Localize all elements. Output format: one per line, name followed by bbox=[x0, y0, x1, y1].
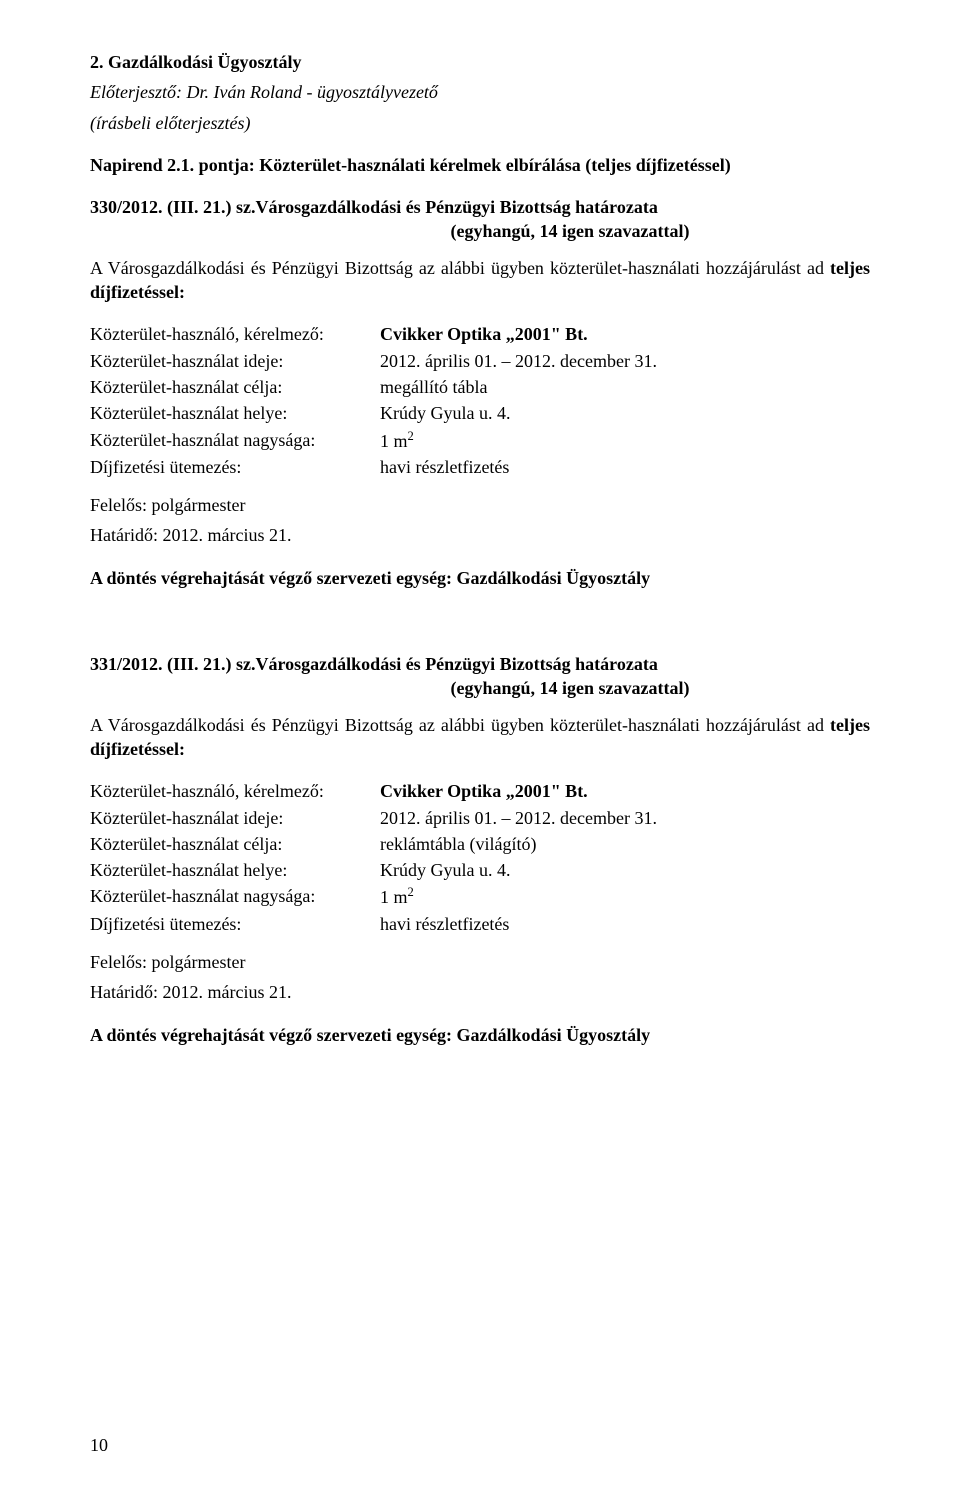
detail-label: Közterület-használat nagysága: bbox=[90, 428, 380, 453]
detail-label: Közterület-használat ideje: bbox=[90, 349, 380, 373]
detail-value: reklámtábla (világító) bbox=[380, 832, 870, 856]
presenter-line: Előterjesztő: Dr. Iván Roland - ügyosztá… bbox=[90, 80, 870, 104]
agenda-item: Napirend 2.1. pontja: Közterület-használ… bbox=[90, 153, 870, 177]
detail-row: Közterület-használat ideje: 2012. áprili… bbox=[90, 806, 870, 830]
detail-label: Közterület-használat nagysága: bbox=[90, 884, 380, 909]
detail-value: 2012. április 01. – 2012. december 31. bbox=[380, 349, 870, 373]
detail-label: Közterület-használat ideje: bbox=[90, 806, 380, 830]
detail-value: Cvikker Optika „2001" Bt. bbox=[380, 779, 870, 803]
resolution-heading: 331/2012. (III. 21.) sz. Városgazdálkodá… bbox=[90, 652, 870, 676]
details-block: Közterület-használó, kérelmező: Cvikker … bbox=[90, 779, 870, 936]
resolution-number: 331/2012. (III. 21.) sz. bbox=[90, 652, 256, 676]
detail-label: Díjfizetési ütemezés: bbox=[90, 455, 380, 479]
detail-row: Közterület-használat ideje: 2012. áprili… bbox=[90, 349, 870, 373]
resolution-lead: A Városgazdálkodási és Pénzügyi Bizottsá… bbox=[90, 256, 870, 305]
detail-row: Közterület-használat célja: megállító tá… bbox=[90, 375, 870, 399]
detail-label: Közterület-használat célja: bbox=[90, 375, 380, 399]
vote-result: (egyhangú, 14 igen szavazattal) bbox=[270, 676, 870, 700]
written-note: (írásbeli előterjesztés) bbox=[90, 111, 870, 135]
detail-row: Közterület-használat helye: Krúdy Gyula … bbox=[90, 858, 870, 882]
execution-unit: A döntés végrehajtását végző szervezeti … bbox=[90, 1023, 870, 1047]
resolution-heading: 330/2012. (III. 21.) sz. Városgazdálkodá… bbox=[90, 195, 870, 219]
detail-value: megállító tábla bbox=[380, 375, 870, 399]
detail-label: Közterület-használat helye: bbox=[90, 858, 380, 882]
detail-row: Közterület-használat helye: Krúdy Gyula … bbox=[90, 401, 870, 425]
detail-value: Krúdy Gyula u. 4. bbox=[380, 858, 870, 882]
lead-text: A Városgazdálkodási és Pénzügyi Bizottsá… bbox=[90, 258, 830, 278]
detail-value: 1 m2 bbox=[380, 884, 870, 909]
document-page: 2. Gazdálkodási Ügyosztály Előterjesztő:… bbox=[0, 0, 960, 1491]
detail-row: Díjfizetési ütemezés: havi részletfizeté… bbox=[90, 455, 870, 479]
deadline-line: Határidő: 2012. március 21. bbox=[90, 980, 870, 1004]
detail-row: Közterület-használó, kérelmező: Cvikker … bbox=[90, 779, 870, 803]
resolution-title: Városgazdálkodási és Pénzügyi Bizottság … bbox=[256, 652, 871, 676]
responsible-line: Felelős: polgármester bbox=[90, 493, 870, 517]
detail-value: havi részletfizetés bbox=[380, 912, 870, 936]
detail-value: Krúdy Gyula u. 4. bbox=[380, 401, 870, 425]
page-number: 10 bbox=[90, 1435, 108, 1456]
details-block: Közterület-használó, kérelmező: Cvikker … bbox=[90, 322, 870, 479]
detail-value: Cvikker Optika „2001" Bt. bbox=[380, 322, 870, 346]
detail-row: Díjfizetési ütemezés: havi részletfizeté… bbox=[90, 912, 870, 936]
deadline-line: Határidő: 2012. március 21. bbox=[90, 523, 870, 547]
responsible-line: Felelős: polgármester bbox=[90, 950, 870, 974]
detail-label: Díjfizetési ütemezés: bbox=[90, 912, 380, 936]
detail-label: Közterület-használat célja: bbox=[90, 832, 380, 856]
detail-row: Közterület-használat nagysága: 1 m2 bbox=[90, 428, 870, 453]
vote-result: (egyhangú, 14 igen szavazattal) bbox=[270, 219, 870, 243]
resolution-number: 330/2012. (III. 21.) sz. bbox=[90, 195, 256, 219]
detail-label: Közterület-használat helye: bbox=[90, 401, 380, 425]
detail-label: Közterület-használó, kérelmező: bbox=[90, 779, 380, 803]
detail-value: 1 m2 bbox=[380, 428, 870, 453]
execution-unit: A döntés végrehajtását végző szervezeti … bbox=[90, 566, 870, 590]
detail-row: Közterület-használat célja: reklámtábla … bbox=[90, 832, 870, 856]
detail-row: Közterület-használat nagysága: 1 m2 bbox=[90, 884, 870, 909]
lead-text: A Városgazdálkodási és Pénzügyi Bizottsá… bbox=[90, 715, 830, 735]
detail-label: Közterület-használó, kérelmező: bbox=[90, 322, 380, 346]
section-heading: 2. Gazdálkodási Ügyosztály bbox=[90, 50, 870, 74]
detail-row: Közterület-használó, kérelmező: Cvikker … bbox=[90, 322, 870, 346]
detail-value: havi részletfizetés bbox=[380, 455, 870, 479]
resolution-lead: A Városgazdálkodási és Pénzügyi Bizottsá… bbox=[90, 713, 870, 762]
resolution-title: Városgazdálkodási és Pénzügyi Bizottság … bbox=[256, 195, 871, 219]
detail-value: 2012. április 01. – 2012. december 31. bbox=[380, 806, 870, 830]
